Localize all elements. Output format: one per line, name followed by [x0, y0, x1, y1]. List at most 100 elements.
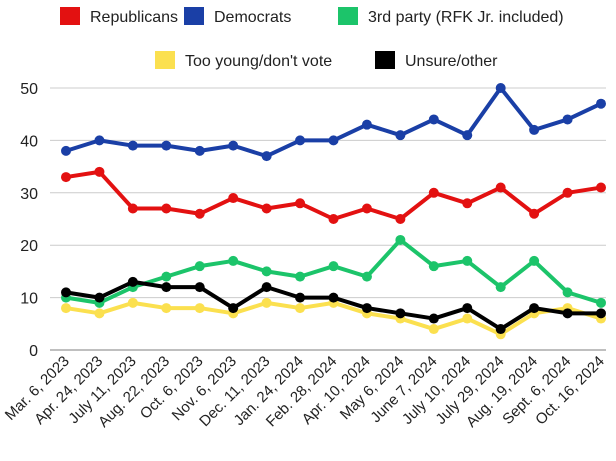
data-point — [529, 124, 540, 135]
data-point — [462, 303, 473, 314]
data-point — [596, 98, 606, 109]
data-point — [328, 135, 339, 146]
y-tick-label: 0 — [29, 343, 38, 360]
data-point — [161, 303, 172, 314]
data-point — [361, 119, 372, 130]
legend-label: Republicans — [90, 9, 178, 26]
data-point — [295, 292, 306, 303]
legend-swatch — [338, 7, 358, 25]
data-point — [428, 261, 439, 272]
data-point — [228, 303, 239, 314]
data-point — [161, 203, 172, 214]
data-point — [127, 203, 138, 214]
legend-swatch — [375, 51, 395, 69]
legend-label: 3rd party (RFK Jr. included) — [368, 9, 564, 26]
legend-item: Republicans — [60, 7, 178, 26]
legend-label: Too young/don't vote — [185, 53, 332, 70]
data-point — [529, 303, 540, 314]
data-point — [295, 271, 306, 282]
data-point — [94, 166, 105, 177]
data-point — [127, 140, 138, 151]
data-point — [228, 193, 239, 204]
data-point — [194, 303, 205, 314]
data-point — [462, 255, 473, 266]
data-point — [328, 214, 339, 224]
data-point — [194, 145, 205, 156]
data-point — [529, 255, 540, 266]
legend-label: Democrats — [214, 9, 291, 26]
y-tick-label: 30 — [20, 186, 38, 203]
series-line — [65, 169, 602, 221]
data-point — [529, 208, 540, 219]
gridlines — [50, 87, 606, 351]
series-unsure-other — [61, 276, 606, 335]
data-point — [462, 130, 473, 141]
data-point — [495, 324, 506, 335]
data-point — [361, 303, 372, 314]
legend-item: 3rd party (RFK Jr. included) — [338, 7, 564, 26]
data-point — [495, 182, 506, 193]
data-point — [61, 172, 71, 183]
data-point — [161, 282, 172, 293]
series-democrats — [61, 83, 606, 162]
legend-swatch — [184, 7, 204, 25]
data-point — [361, 271, 372, 282]
y-tick-label: 20 — [20, 238, 38, 255]
legend-item: Too young/don't vote — [155, 51, 332, 70]
legend-swatch — [155, 51, 175, 69]
data-point — [127, 297, 138, 308]
data-point — [596, 308, 606, 319]
data-point — [61, 145, 71, 156]
data-point — [495, 282, 506, 293]
data-point — [428, 324, 439, 335]
data-point — [228, 255, 239, 266]
data-point — [261, 297, 272, 308]
data-point — [94, 135, 105, 146]
data-point — [395, 234, 406, 245]
data-point — [428, 114, 439, 125]
data-point — [94, 308, 105, 319]
data-point — [428, 313, 439, 324]
data-point — [361, 203, 372, 214]
data-point — [194, 282, 205, 293]
data-point — [562, 308, 573, 319]
legend-item: Democrats — [184, 7, 291, 26]
data-point — [61, 303, 71, 314]
legend-label: Unsure/other — [405, 53, 498, 70]
data-point — [462, 313, 473, 324]
data-point — [328, 261, 339, 272]
data-point — [127, 276, 138, 287]
data-point — [462, 198, 473, 209]
data-point — [161, 140, 172, 151]
data-point — [562, 114, 573, 125]
data-point — [261, 203, 272, 214]
data-point — [495, 83, 506, 93]
data-point — [395, 130, 406, 141]
y-tick-label: 10 — [20, 291, 38, 308]
series-republicans — [61, 166, 606, 224]
legend-swatch — [60, 7, 80, 25]
data-point — [328, 292, 339, 303]
data-point — [295, 303, 306, 314]
data-point — [295, 198, 306, 209]
data-point — [562, 287, 573, 298]
series-lines — [61, 83, 606, 340]
data-point — [61, 287, 71, 298]
data-point — [261, 282, 272, 293]
data-point — [228, 140, 239, 151]
data-point — [295, 135, 306, 146]
data-point — [261, 266, 272, 277]
data-point — [161, 271, 172, 282]
data-point — [395, 308, 406, 319]
data-point — [194, 261, 205, 272]
data-point — [596, 182, 606, 193]
series-line — [65, 86, 602, 159]
y-tick-label: 40 — [20, 133, 38, 150]
data-point — [261, 151, 272, 162]
data-point — [596, 297, 606, 308]
data-point — [94, 292, 105, 303]
data-point — [395, 214, 406, 224]
legend-item: Unsure/other — [375, 51, 498, 70]
